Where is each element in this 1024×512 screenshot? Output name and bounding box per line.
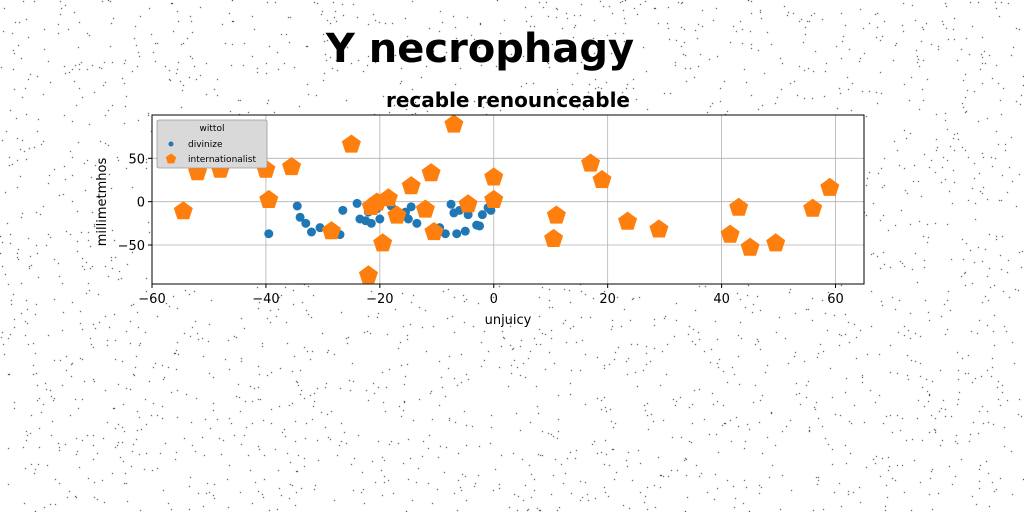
x-tick-label: −40 [252, 292, 279, 307]
x-tick-label: 40 [713, 292, 730, 307]
data-point-internationalist [649, 219, 669, 238]
data-point-internationalist [358, 265, 378, 284]
y-tick-label: 50 [128, 152, 145, 167]
data-point-divinize [375, 214, 385, 224]
data-point-internationalist [458, 194, 478, 213]
legend-title: wittol [200, 124, 225, 134]
series-internationalist [173, 114, 840, 284]
data-point-internationalist [341, 134, 361, 153]
data-point-internationalist [803, 198, 823, 217]
data-point-divinize [295, 212, 305, 222]
data-point-internationalist [820, 177, 840, 196]
data-point-divinize [440, 229, 450, 239]
legend-box [156, 119, 268, 169]
data-point-divinize [366, 218, 376, 228]
data-point-divinize [306, 227, 316, 237]
data-point-internationalist [387, 205, 407, 224]
y-tick-label: 0 [137, 196, 145, 211]
data-point-divinize [403, 214, 413, 224]
x-tick-label: −20 [366, 292, 393, 307]
legend-label-internationalist: internationalist [188, 155, 256, 165]
y-axis-label: millimetmhos [95, 158, 110, 247]
data-point-internationalist [401, 176, 421, 195]
x-tick-label: 0 [490, 292, 498, 307]
plot-frame [151, 114, 865, 285]
plot-area: −60 −40 −20 0 20 40 60 −50 0 50 [118, 114, 865, 307]
data-point-internationalist [444, 114, 464, 133]
data-point-divinize [352, 198, 362, 208]
data-point-divinize [292, 201, 302, 211]
x-tick-label: 20 [599, 292, 616, 307]
data-point-internationalist [378, 188, 398, 207]
chart-legend: wittol divinize internationalist [156, 119, 268, 169]
data-point-divinize [463, 210, 473, 220]
figure-suptitle: Y necrophagy [325, 26, 634, 72]
x-tick-label: 60 [827, 292, 844, 307]
x-axis-label: unjuicy [485, 313, 532, 328]
data-point-divinize [406, 202, 416, 212]
legend-label-divinize: divinize [188, 140, 223, 150]
data-point-internationalist [484, 167, 504, 186]
data-point-internationalist [740, 237, 760, 256]
data-point-internationalist [618, 211, 638, 230]
legend-marker-internationalist [165, 153, 177, 164]
data-point-divinize [338, 205, 348, 215]
data-point-internationalist [421, 163, 441, 182]
data-point-divinize [460, 226, 470, 236]
legend-marker-divinize [168, 141, 174, 147]
data-point-internationalist [424, 222, 444, 241]
data-point-divinize [412, 218, 422, 228]
data-point-internationalist [484, 189, 504, 208]
data-point-divinize [477, 210, 487, 220]
data-point-internationalist [173, 201, 193, 220]
data-point-internationalist [282, 157, 302, 176]
data-point-divinize [452, 229, 462, 239]
data-point-internationalist [729, 197, 749, 216]
data-point-internationalist [766, 233, 786, 252]
data-point-internationalist [546, 205, 566, 224]
chart-title: recable renounceable [386, 88, 630, 112]
data-point-internationalist [544, 228, 564, 247]
x-tick-label: −60 [138, 292, 165, 307]
data-point-internationalist [592, 170, 612, 189]
data-point-divinize [301, 218, 311, 228]
data-point-divinize [315, 223, 325, 233]
data-point-divinize [446, 199, 456, 209]
data-point-divinize [475, 221, 485, 231]
data-point-internationalist [720, 224, 740, 243]
data-point-internationalist [321, 221, 341, 240]
data-point-internationalist [415, 199, 435, 218]
data-point-divinize [264, 229, 274, 239]
data-point-internationalist [259, 189, 279, 208]
data-point-internationalist [581, 153, 601, 172]
y-tick-label: −50 [118, 239, 145, 254]
data-point-divinize [486, 205, 496, 215]
data-point-internationalist [373, 233, 393, 252]
